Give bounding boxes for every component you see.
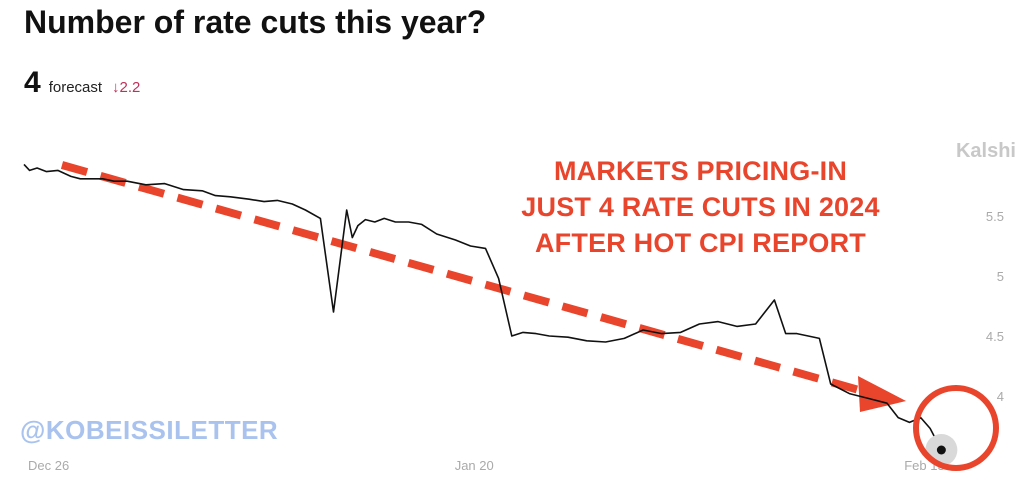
- x-tick-label: Jan 20: [455, 458, 494, 473]
- annotation-line-3: AFTER HOT CPI REPORT: [534, 228, 866, 258]
- y-tick-label: 5: [997, 269, 1004, 284]
- series-line-group: [23, 163, 943, 451]
- annotation-line-2: JUST 4 RATE CUTS IN 2024: [521, 192, 880, 222]
- watermark: @KOBEISSILETTER: [20, 415, 279, 445]
- y-tick-label: 5.5: [986, 209, 1004, 224]
- x-tick-label: Dec 26: [28, 458, 69, 473]
- kalshi-logo: Kalshi: [955, 140, 1016, 162]
- forecast-value: 4: [24, 66, 41, 99]
- series-line: [23, 163, 943, 451]
- end-marker-group: [913, 385, 999, 471]
- y-tick-label: 4.5: [986, 329, 1004, 344]
- forecast-label: forecast: [48, 79, 103, 96]
- chart-title: Number of rate cuts this year?: [24, 4, 487, 40]
- forecast-change: ↓2.2: [112, 79, 141, 96]
- trend-arrow-head: [858, 376, 906, 412]
- forecast-summary: 4 forecast ↓2.2: [24, 66, 140, 100]
- trend-arrow: [60, 161, 906, 412]
- annotation-line-1: MARKETS PRICING-IN: [553, 156, 848, 186]
- trend-arrow-shaft: [60, 161, 868, 396]
- highlight-circle: [913, 385, 999, 471]
- end-point: [936, 445, 946, 455]
- y-tick-label: 4: [997, 389, 1004, 404]
- x-tick-labels: Dec 26 Jan 20 Feb 13: [28, 458, 945, 473]
- chart-annotation: MARKETS PRICING-IN JUST 4 RATE CUTS IN 2…: [488, 153, 913, 261]
- y-tick-labels: 4 4.5 5 5.5: [986, 209, 1004, 404]
